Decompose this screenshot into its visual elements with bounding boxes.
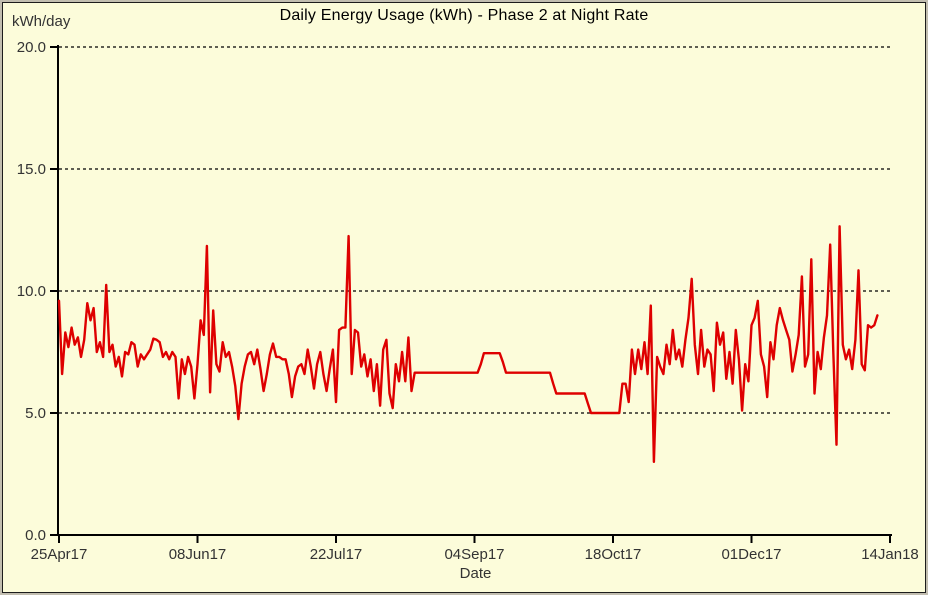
x-tick-label: 22Jul17 bbox=[310, 546, 363, 563]
x-tick-label: 08Jun17 bbox=[169, 546, 227, 563]
x-tick-label: 01Dec17 bbox=[721, 546, 781, 563]
y-axis-unit-label: kWh/day bbox=[12, 13, 71, 30]
y-tick-label: 10.0 bbox=[17, 283, 46, 300]
x-tick-label: 18Oct17 bbox=[585, 546, 642, 563]
y-tick-label: 5.0 bbox=[25, 405, 46, 422]
usage-line-series bbox=[57, 225, 879, 463]
y-tick-label: 0.0 bbox=[25, 527, 46, 544]
x-tick-label: 04Sep17 bbox=[444, 546, 504, 563]
x-tick-label: 14Jan18 bbox=[861, 546, 919, 563]
y-tick-label: 15.0 bbox=[17, 161, 46, 178]
x-axis-title: Date bbox=[459, 565, 492, 582]
chart-title: Daily Energy Usage (kWh) - Phase 2 at Ni… bbox=[279, 7, 649, 24]
x-tick-label: 25Apr17 bbox=[31, 546, 88, 563]
y-tick-label: 20.0 bbox=[17, 39, 46, 56]
